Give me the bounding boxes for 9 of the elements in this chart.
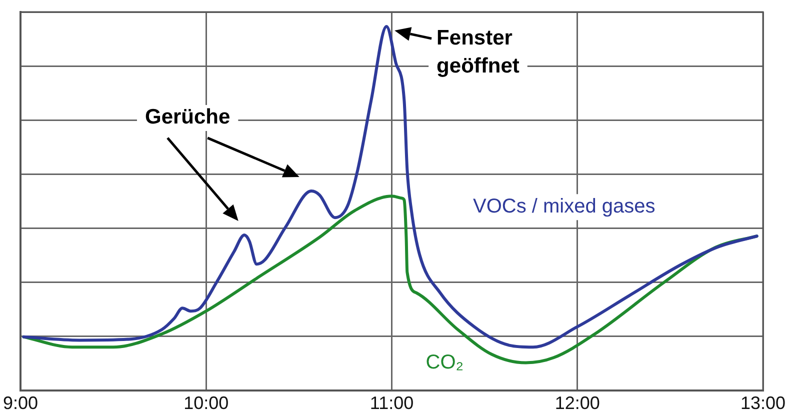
- x-tick-label: 13:00: [740, 393, 786, 414]
- series-label: CO₂: [426, 351, 464, 374]
- annotation: Fenster geöffnet: [436, 26, 520, 78]
- x-tick-label: 11:00: [370, 393, 414, 414]
- text: VOCs / mixed gases: [473, 196, 656, 218]
- x-tick-label: 10:00: [184, 393, 229, 414]
- x-tick-label: 9:00: [2, 393, 38, 414]
- annotation: Gerüche: [144, 106, 230, 129]
- x-tick-label: 12:00: [554, 393, 600, 414]
